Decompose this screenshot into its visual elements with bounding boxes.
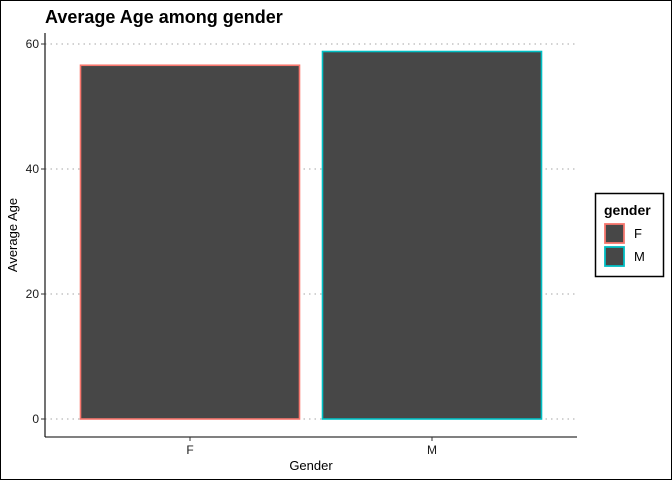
legend-label-M: M	[634, 249, 645, 264]
y-tick-label: 0	[32, 412, 39, 426]
y-axis-title: Average Age	[5, 198, 20, 272]
y-tick-label: 60	[26, 37, 40, 51]
legend: gender FM	[594, 192, 665, 278]
legend-items: FM	[604, 223, 645, 267]
chart-title: Average Age among gender	[45, 7, 283, 27]
x-axis-title: Gender	[289, 458, 333, 473]
bars	[79, 50, 543, 420]
y-tick-label: 20	[26, 287, 40, 301]
legend-key-M	[604, 246, 625, 267]
legend-key-F	[604, 223, 625, 244]
x-tick-label-F: F	[186, 443, 193, 457]
y-tick-label: 40	[26, 162, 40, 176]
y-axis-ticks: 0 20 40 60	[26, 37, 45, 426]
bar-F	[79, 64, 301, 420]
legend-title: gender	[604, 202, 651, 218]
legend-label-F: F	[634, 226, 642, 241]
x-tick-label-M: M	[427, 443, 437, 457]
bar-M	[321, 50, 543, 420]
